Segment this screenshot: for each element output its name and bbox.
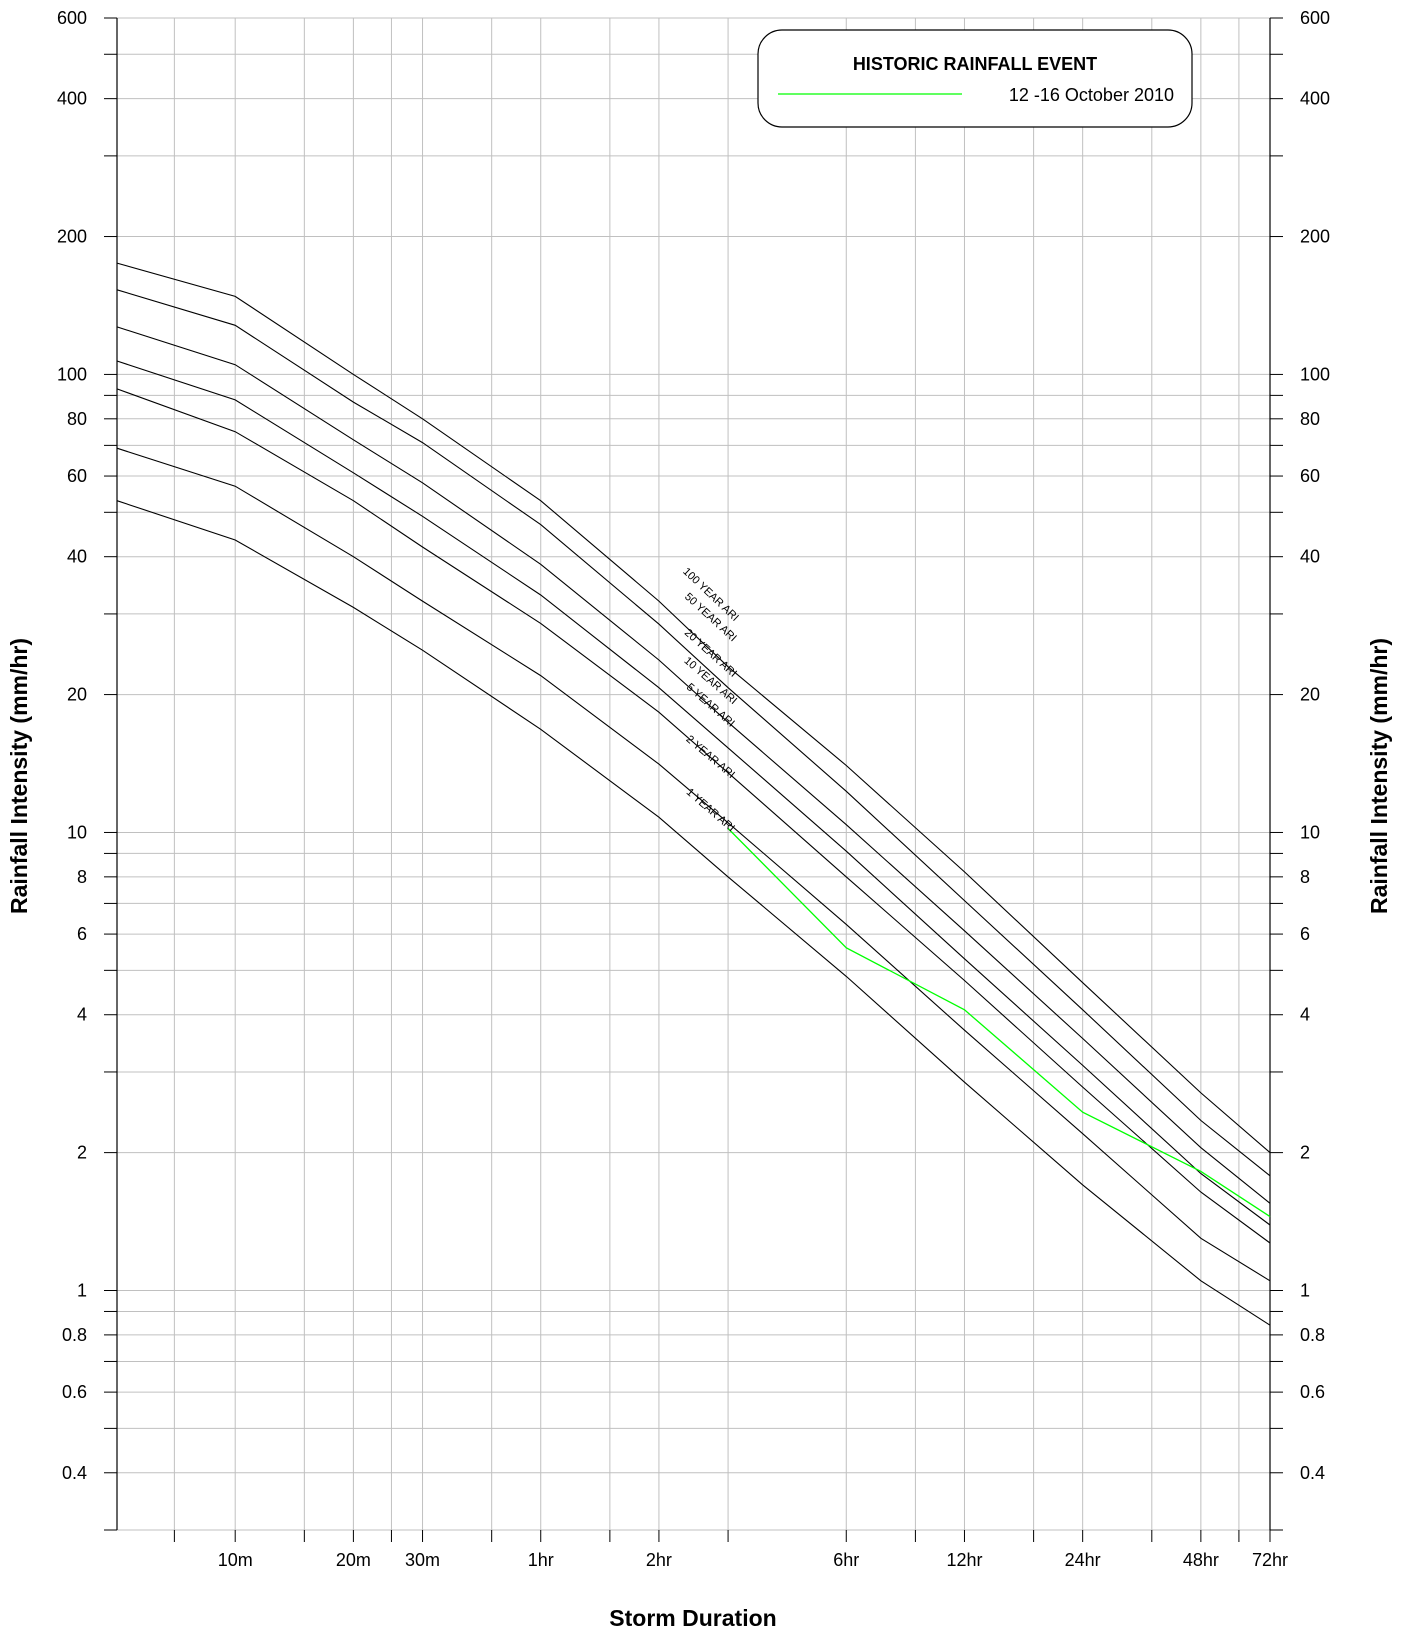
y-tick-label-right: 0.8 — [1300, 1325, 1325, 1345]
x-axis-title: Storm Duration — [609, 1605, 776, 1631]
y-tick-label-right: 8 — [1300, 867, 1310, 887]
y-axis-title-left: Rainfall Intensity (mm/hr) — [6, 638, 32, 914]
y-tick-label-left: 600 — [57, 8, 87, 28]
y-tick-label-right: 10 — [1300, 822, 1320, 842]
y-tick-label-left: 0.8 — [62, 1325, 87, 1345]
y-tick-label-left: 80 — [67, 409, 87, 429]
x-tick-label: 2hr — [646, 1550, 672, 1570]
ari-curve — [116, 262, 1271, 1154]
y-tick-label-left: 0.4 — [62, 1463, 87, 1483]
axes — [104, 17, 1283, 1542]
x-tick-label: 24hr — [1065, 1550, 1101, 1570]
ari-curve — [116, 388, 1271, 1244]
ari-curve — [116, 360, 1271, 1226]
y-tick-label-right: 200 — [1300, 227, 1330, 247]
y-tick-label-left: 60 — [67, 466, 87, 486]
y-tick-label-left: 400 — [57, 89, 87, 109]
y-tick-label-left: 10 — [67, 822, 87, 842]
y-tick-label-right: 4 — [1300, 1005, 1310, 1025]
y-tick-label-left: 8 — [77, 867, 87, 887]
legend-event-label: 12 -16 October 2010 — [1009, 85, 1174, 105]
y-tick-label-right: 60 — [1300, 466, 1320, 486]
y-tick-label-left: 100 — [57, 364, 87, 384]
y-tick-label-left: 6 — [77, 924, 87, 944]
ari-curve — [116, 289, 1271, 1177]
y-tick-label-right: 40 — [1300, 547, 1320, 567]
y-tick-label-right: 6 — [1300, 924, 1310, 944]
legend: HISTORIC RAINFALL EVENT 12 -16 October 2… — [757, 29, 1193, 128]
y-tick-label-left: 0.6 — [62, 1382, 87, 1402]
historic-event-line — [727, 828, 1271, 1218]
y-tick-label-left: 2 — [77, 1143, 87, 1163]
x-tick-label: 20m — [336, 1550, 371, 1570]
y-tick-label-right: 400 — [1300, 89, 1330, 109]
y-tick-label-right: 1 — [1300, 1281, 1310, 1301]
ari-curve — [116, 326, 1271, 1204]
y-tick-label-left: 1 — [77, 1281, 87, 1301]
y-tick-label-left: 40 — [67, 547, 87, 567]
y-tick-label-right: 0.6 — [1300, 1382, 1325, 1402]
ari-curve-label: 1 YEAR ARI — [684, 786, 737, 834]
grid — [117, 17, 1271, 1531]
y-axis-title-right: Rainfall Intensity (mm/hr) — [1366, 638, 1392, 914]
y-tick-label-right: 80 — [1300, 409, 1320, 429]
y-tick-label-right: 2 — [1300, 1143, 1310, 1163]
x-tick-label: 72hr — [1252, 1550, 1288, 1570]
legend-title: HISTORIC RAINFALL EVENT — [853, 54, 1097, 74]
ari-curve-label: 2 YEAR ARI — [684, 733, 737, 781]
x-tick-label: 12hr — [946, 1550, 982, 1570]
x-tick-label: 30m — [405, 1550, 440, 1570]
y-tick-label-left: 4 — [77, 1005, 87, 1025]
y-tick-label-left: 20 — [67, 685, 87, 705]
x-tick-label: 6hr — [833, 1550, 859, 1570]
y-tick-label-right: 100 — [1300, 364, 1330, 384]
series — [116, 262, 1271, 1326]
y-tick-label-right: 0.4 — [1300, 1463, 1325, 1483]
x-tick-label: 48hr — [1183, 1550, 1219, 1570]
y-tick-label-right: 600 — [1300, 8, 1330, 28]
legend-box — [757, 29, 1193, 128]
ari-curve — [116, 500, 1271, 1326]
tick-labels: 0.4 0.4 0.6 0.6 0.8 0.8 1 1 2 2 4 4 6 6 8 8 10 10 20 20 40 40… — [57, 8, 1330, 1570]
x-tick-label: 10m — [218, 1550, 253, 1570]
y-tick-label-right: 20 — [1300, 685, 1320, 705]
ari-curve — [116, 447, 1271, 1282]
x-tick-label: 1hr — [528, 1550, 554, 1570]
y-tick-label-left: 200 — [57, 227, 87, 247]
